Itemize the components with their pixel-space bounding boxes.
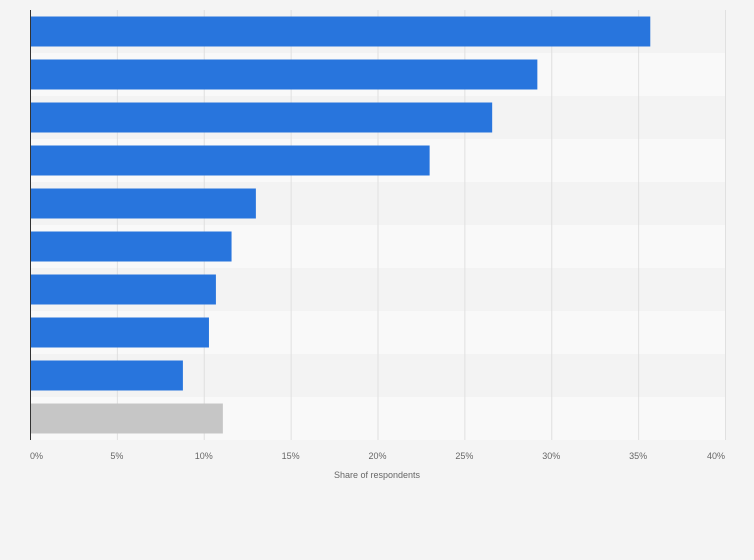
bar bbox=[30, 188, 256, 219]
bar bbox=[30, 102, 493, 133]
bar bbox=[30, 59, 538, 90]
bar bbox=[30, 317, 209, 348]
bars bbox=[30, 16, 651, 434]
x-tick-label: 35% bbox=[629, 451, 647, 461]
x-tick-label: 20% bbox=[368, 451, 386, 461]
bar bbox=[30, 16, 651, 47]
x-tick-label: 5% bbox=[110, 451, 123, 461]
x-tick-labels: 0% 5% 10% 15% 20% 25% 30% 35% 40% bbox=[30, 451, 725, 461]
x-tick-label: 0% bbox=[30, 451, 43, 461]
bar bbox=[30, 274, 216, 305]
x-tick-label: 15% bbox=[282, 451, 300, 461]
bar bbox=[30, 145, 430, 176]
bar bbox=[30, 231, 232, 262]
x-tick-label: 30% bbox=[542, 451, 560, 461]
bar bbox=[30, 360, 183, 391]
x-axis-title: Share of respondents bbox=[334, 470, 421, 480]
x-tick-label: 25% bbox=[455, 451, 473, 461]
x-tick-label: 40% bbox=[707, 451, 725, 461]
x-tick-label: 10% bbox=[195, 451, 213, 461]
bar bbox=[30, 403, 223, 434]
